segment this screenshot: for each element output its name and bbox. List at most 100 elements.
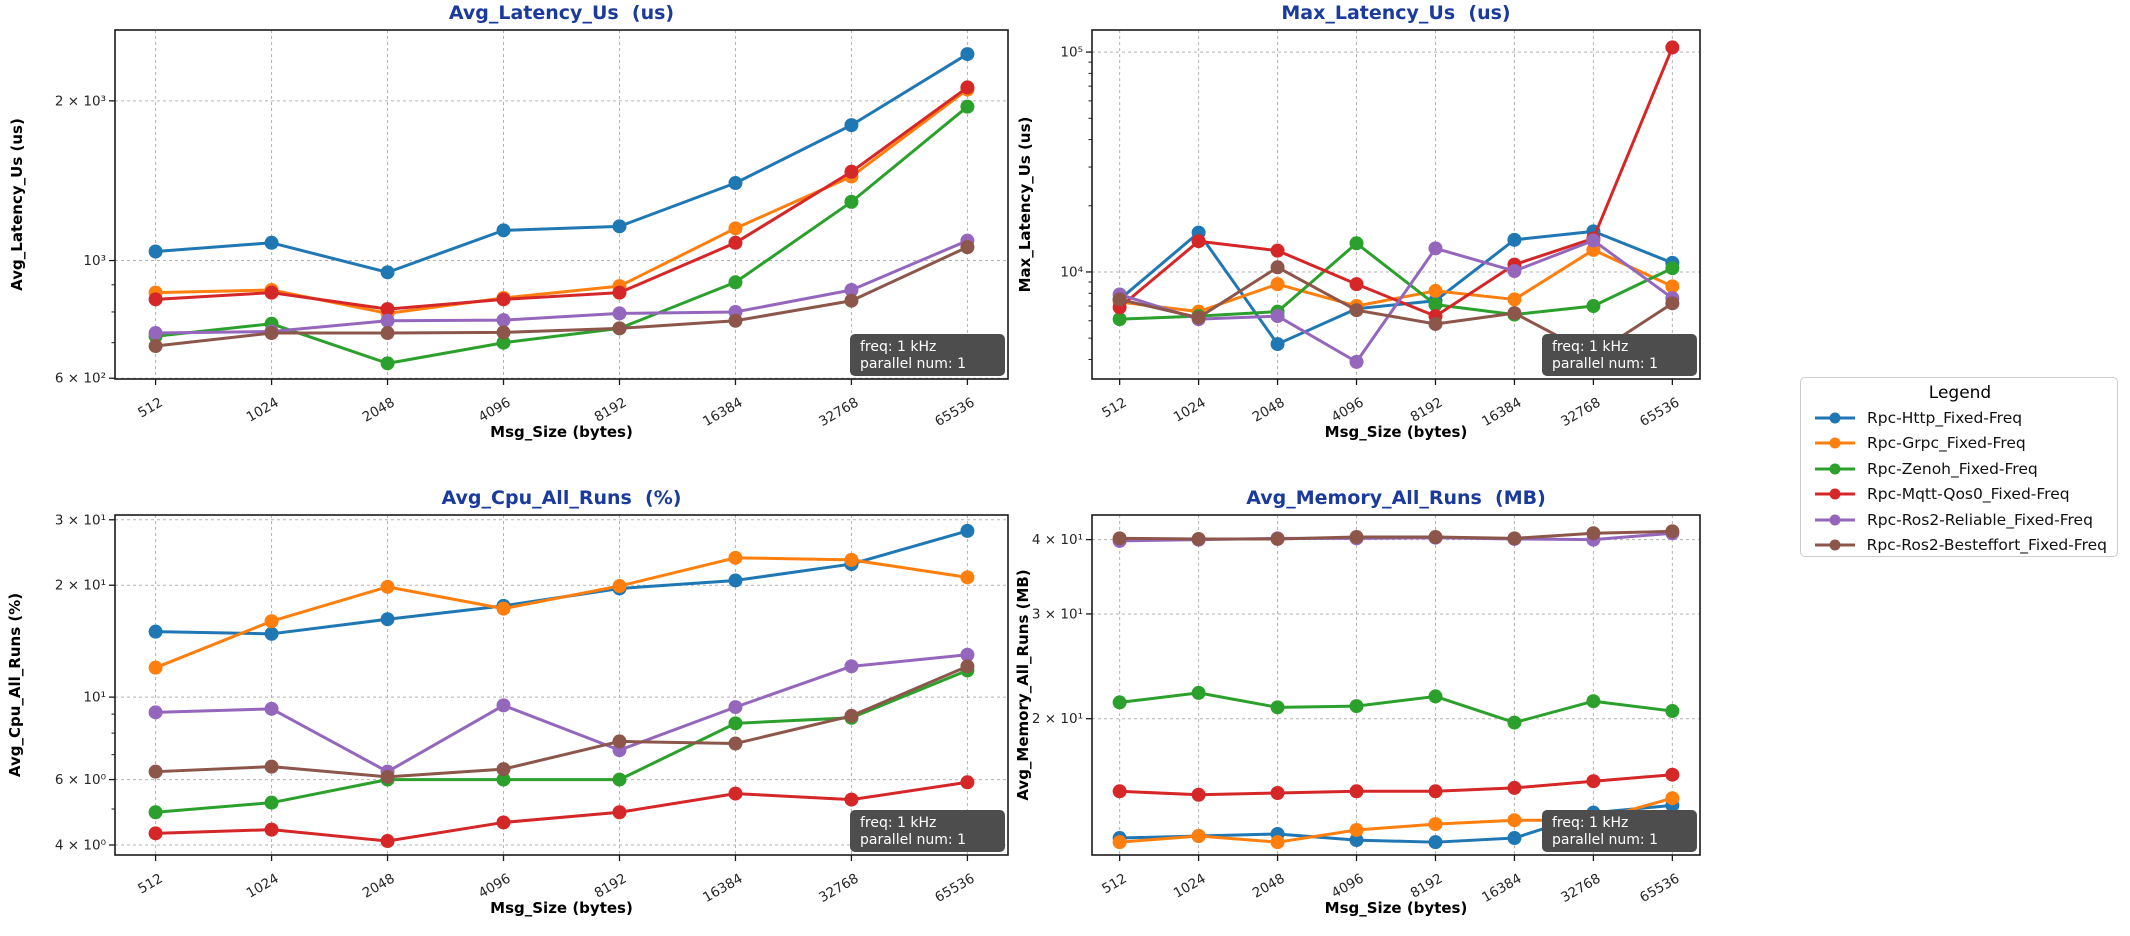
annotation-line2: parallel num: 1 xyxy=(1552,832,1658,848)
data-point xyxy=(264,759,279,774)
data-point xyxy=(844,282,859,297)
data-point xyxy=(1665,767,1680,782)
data-point xyxy=(1270,531,1285,546)
data-point xyxy=(1270,277,1285,292)
chart-avg-cpu: 3 × 10¹ 2 × 10¹ 10¹ 6 × 10⁰ 4 × 10⁰ 512 1024 20… xyxy=(6,487,1009,917)
data-point xyxy=(728,786,743,801)
data-point xyxy=(1586,774,1601,789)
data-point xyxy=(1507,780,1522,795)
legend-marker-icon xyxy=(1815,412,1855,424)
legend-title: Legend xyxy=(1928,383,1992,403)
data-point xyxy=(1112,695,1127,710)
data-point xyxy=(1349,530,1364,545)
data-point xyxy=(1428,784,1443,799)
data-point xyxy=(1507,232,1522,247)
data-point xyxy=(380,579,395,594)
data-point xyxy=(1349,236,1364,251)
y-tick-label: 10⁴ xyxy=(1060,264,1083,280)
series-line xyxy=(154,239,969,335)
plot-area xyxy=(114,29,1009,380)
data-point xyxy=(728,736,743,751)
data-point xyxy=(728,550,743,565)
data-point xyxy=(496,762,511,777)
legend-marker-icon xyxy=(1815,488,1855,500)
data-point xyxy=(380,769,395,784)
data-point xyxy=(960,47,975,62)
data-point xyxy=(844,164,859,179)
legend-item-label: Rpc-Grpc_Fixed-Freq xyxy=(1867,434,2026,453)
annotation-line1: freq: 1 kHz xyxy=(1552,339,1628,355)
data-point xyxy=(1507,831,1522,846)
data-point xyxy=(148,660,163,675)
x-tick-label: 8192 xyxy=(1408,395,1446,426)
data-point xyxy=(496,335,511,350)
data-point xyxy=(1270,700,1285,715)
annotation-box xyxy=(1542,810,1697,852)
y-axis-label: Avg_Memory_All_Runs (MB) xyxy=(1014,569,1032,800)
data-point xyxy=(960,523,975,538)
data-point xyxy=(496,325,511,340)
y-tick-label: 10³ xyxy=(83,253,106,269)
data-point xyxy=(1191,531,1206,546)
data-point xyxy=(1428,817,1443,832)
data-point xyxy=(1428,689,1443,704)
data-point xyxy=(612,321,627,336)
series-line xyxy=(1118,45,1674,318)
x-tick-label: 2048 xyxy=(360,395,398,426)
annotation-line1: freq: 1 kHz xyxy=(860,339,936,355)
x-tick-label: 16384 xyxy=(700,395,745,430)
legend-item-label: Rpc-Ros2-Reliable_Fixed-Freq xyxy=(1867,510,2093,529)
data-point xyxy=(960,80,975,95)
data-point xyxy=(728,573,743,588)
x-axis-label: Msg_Size (bytes) xyxy=(1325,899,1468,917)
data-point xyxy=(1112,835,1127,850)
plot-area xyxy=(1091,514,1701,856)
data-point xyxy=(496,601,511,616)
data-point xyxy=(844,792,859,807)
legend-item-label: Rpc-Ros2-Besteffort_Fixed-Freq xyxy=(1866,536,2107,555)
data-point xyxy=(612,219,627,234)
data-point xyxy=(844,659,859,674)
data-point xyxy=(612,734,627,749)
chart-title: Avg_Latency_Us (us) xyxy=(449,2,674,24)
chart-title: Max_Latency_Us (us) xyxy=(1281,2,1510,24)
data-point xyxy=(960,647,975,662)
data-point xyxy=(1507,306,1522,321)
data-point xyxy=(1665,524,1680,539)
chart-avg-latency: 2 × 10³ 10³ 6 × 10² 512 1024 2048 4096 8192 1638… xyxy=(8,2,1009,441)
series-line xyxy=(1118,239,1674,364)
data-point xyxy=(728,700,743,715)
annotation-box xyxy=(850,810,1005,852)
data-point xyxy=(612,772,627,787)
data-point xyxy=(1270,786,1285,801)
data-point xyxy=(1349,822,1364,837)
legend-items: Rpc-Http_Fixed-Freq Rpc-Grpc_Fixed-Freq Rp… xyxy=(1813,405,2107,558)
data-point xyxy=(1349,784,1364,799)
data-point xyxy=(1428,835,1443,850)
legend-item-0: Rpc-Http_Fixed-Freq xyxy=(1813,405,2107,431)
x-tick-label: 65536 xyxy=(932,395,977,430)
x-tick-label: 1024 xyxy=(1171,395,1209,426)
x-axis-label: Msg_Size (bytes) xyxy=(490,899,633,917)
data-point xyxy=(148,826,163,841)
data-point xyxy=(1191,787,1206,802)
x-tick-label: 2048 xyxy=(1250,871,1288,902)
series-line xyxy=(154,664,969,779)
y-tick-label: 3 × 10¹ xyxy=(1032,606,1083,622)
data-point xyxy=(264,285,279,300)
annotation-box xyxy=(850,334,1005,376)
x-axis-label: Msg_Size (bytes) xyxy=(490,423,633,441)
data-point xyxy=(728,235,743,250)
data-point xyxy=(1349,833,1364,848)
data-point xyxy=(1665,704,1680,719)
data-point xyxy=(960,99,975,114)
data-point xyxy=(1507,292,1522,307)
chart-max-latency: 10⁵ 10⁴ 512 1024 2048 4096 8192 16384 32768 65536… xyxy=(1016,2,1701,441)
x-tick-label: 16384 xyxy=(1479,871,1524,906)
data-point xyxy=(1586,299,1601,314)
data-point xyxy=(1191,829,1206,844)
legend-dot xyxy=(1829,514,1841,526)
y-tick-label: 2 × 10¹ xyxy=(55,578,106,594)
series-line xyxy=(1118,773,1674,797)
legend-marker-icon xyxy=(1815,514,1855,526)
